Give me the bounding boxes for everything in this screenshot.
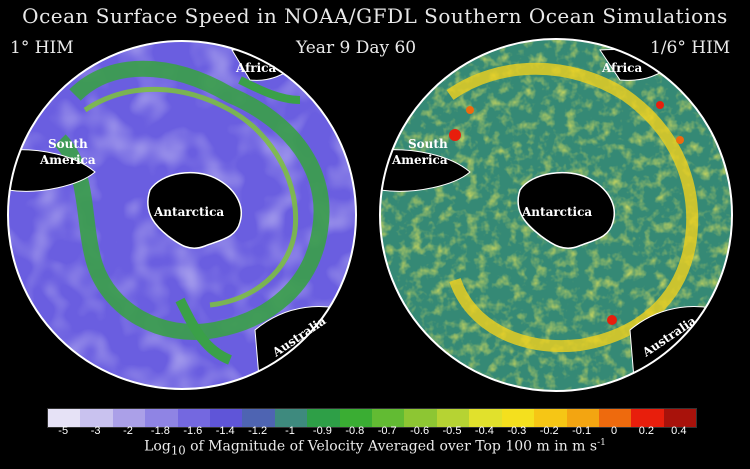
caption-exponent: -1: [597, 438, 606, 448]
colorbar-segment: [80, 409, 113, 427]
antarctica-label-right: Antarctica: [521, 205, 592, 219]
south-america-label-right-1: South: [408, 137, 448, 151]
left-map: [8, 41, 356, 389]
left-map-rim: [7, 40, 357, 390]
left-model-label: 1° HIM: [10, 38, 74, 58]
colorbar-tick-label: -2: [123, 425, 133, 437]
colorbar-tick-label: -1.2: [248, 425, 268, 437]
south-america-label-left-1: South: [48, 137, 88, 151]
center-date-label: Year 9 Day 60: [296, 38, 417, 58]
colorbar-tick-label: -0.1: [572, 425, 592, 437]
figure-title: Ocean Surface Speed in NOAA/GFDL Souther…: [22, 4, 728, 28]
colorbar-tick-label: -1.6: [183, 425, 203, 437]
colorbar-tick-label: -0.9: [312, 425, 332, 437]
south-america-label-left-2: America: [39, 153, 96, 167]
colorbar-segment: [242, 409, 275, 427]
colorbar-segment: [598, 409, 632, 427]
colorbar-segment: [339, 409, 373, 427]
colorbar-segment: [112, 409, 146, 427]
caption-main: of Magnitude of Velocity Averaged over T…: [185, 438, 598, 455]
colorbar-tick-label: 0.2: [638, 425, 655, 437]
colorbar-tick-label: -0.5: [442, 425, 462, 437]
colorbar-segment: [210, 409, 243, 427]
colorbar-segment: [663, 409, 697, 427]
colorbar-tick-label: -0.4: [474, 425, 494, 437]
colorbar-segment: [48, 409, 81, 427]
colorbar-segment: [404, 409, 437, 427]
colorbar-segment: [566, 409, 599, 427]
colorbar-tick-label: -0.6: [410, 425, 430, 437]
right-map: [380, 39, 732, 391]
right-model-label: 1/6° HIM: [650, 38, 731, 58]
south-america-label-right-2: America: [391, 153, 448, 167]
colorbar-tick-label: -0.8: [345, 425, 365, 437]
caption-log-base: 10: [170, 443, 186, 458]
colorbar-tick-label: -1.8: [150, 425, 170, 437]
colorbar-tick-label: 0.4: [671, 425, 687, 437]
colorbar-tick-label: -1.4: [215, 425, 235, 437]
colorbar-caption: Log10 of Magnitude of Velocity Averaged …: [0, 438, 750, 457]
africa-label-left: Africa: [235, 61, 276, 75]
colorbar-tick-label: -0.3: [507, 425, 527, 437]
colorbar-tick-label: -1: [285, 425, 295, 437]
colorbar-tick-label: -0.7: [377, 425, 397, 437]
colorbar-segment: [274, 409, 308, 427]
colorbar-segment: [436, 409, 470, 427]
colorbar-tick-label: -3: [90, 425, 101, 437]
colorbar-segment: [501, 409, 535, 427]
colorbar-ticks: -5 -3 -2 -1.8 -1.6 -1.4 -1.2 -1 -0.9 -0.8 -0.7 -0.6…: [47, 425, 695, 439]
colorbar-tick-label: -0.2: [539, 425, 559, 437]
colorbar-segment: [631, 409, 664, 427]
colorbar-segment: [372, 409, 405, 427]
africa-label-right: Africa: [601, 61, 642, 75]
antarctica-label-left: Antarctica: [153, 205, 224, 219]
colorbar-segment: [145, 409, 178, 427]
colorbar-tick-label: -5: [58, 425, 69, 437]
colorbar-segment: [177, 409, 211, 427]
colorbar-tick-label: 0: [610, 425, 618, 437]
colorbar-segment: [307, 409, 340, 427]
right-map-rim: [379, 38, 733, 392]
colorbar-segment: [469, 409, 502, 427]
caption-log: Log: [144, 438, 171, 455]
colorbar-segment: [534, 409, 567, 427]
colorbar: [47, 408, 697, 428]
